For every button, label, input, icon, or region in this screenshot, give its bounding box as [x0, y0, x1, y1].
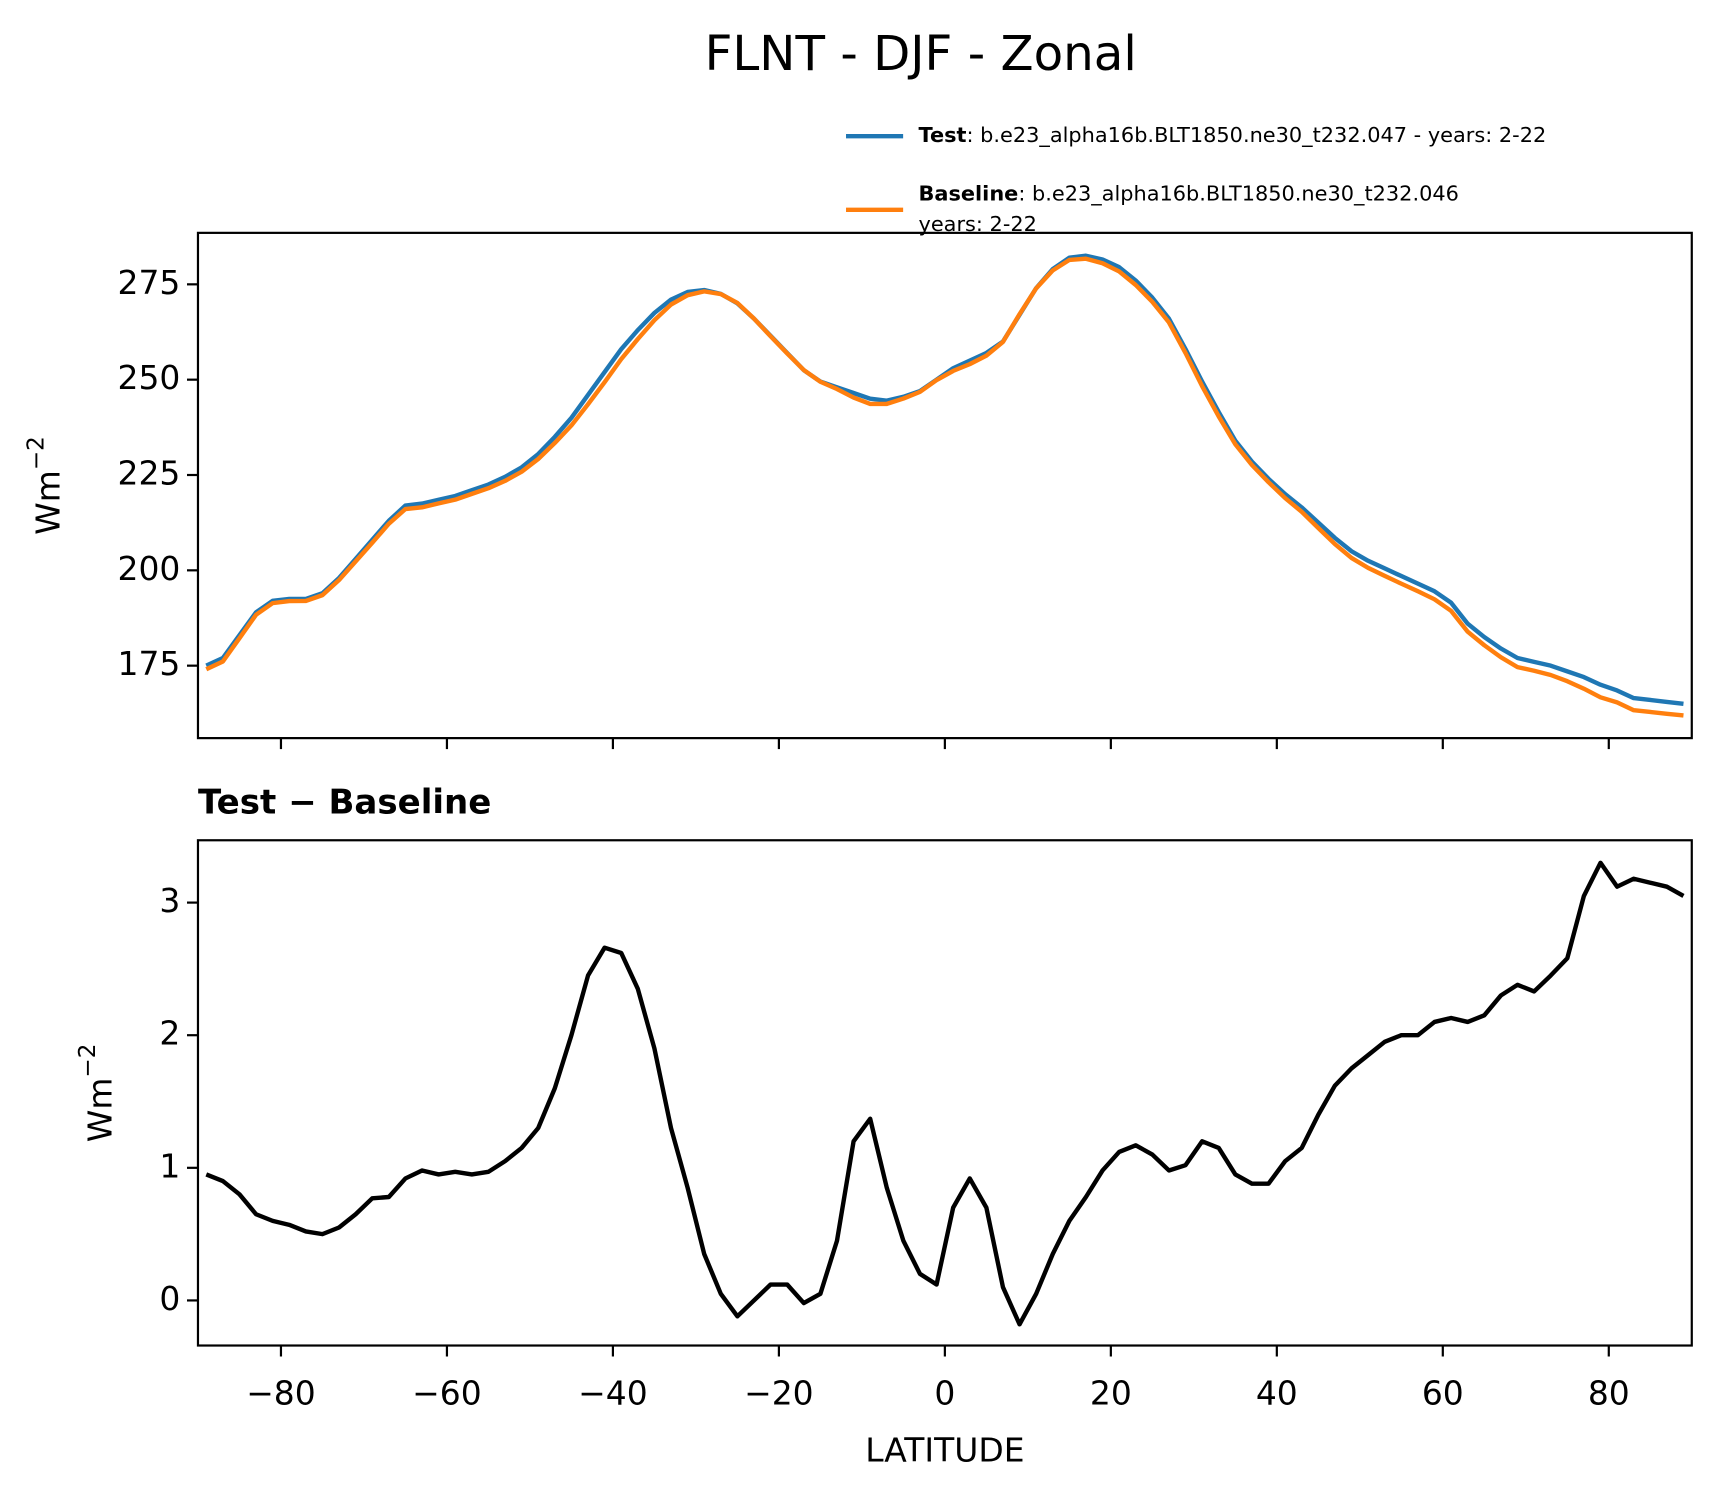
series-line: [205, 256, 1684, 718]
legend-description: years: 2-22: [919, 212, 1037, 236]
legend-label: years: 2-22: [919, 212, 1037, 236]
legend-description: : b.e23_alpha16b.BLT1850.ne30_t232.047 -…: [967, 123, 1547, 148]
legend-description: : b.e23_alpha16b.BLT1850.ne30_t232.046: [1018, 181, 1459, 206]
figure-title: FLNT - DJF - Zonal: [705, 26, 1137, 82]
y-tick-label: 1: [159, 1146, 180, 1185]
y-axis-label: Wm−2: [23, 436, 67, 535]
y-tick-label: 0: [159, 1279, 180, 1318]
y-tick-label: 2: [159, 1014, 180, 1053]
y-tick-label: 225: [118, 453, 181, 492]
x-tick-label: 20: [1090, 1373, 1132, 1412]
axes-frame: [196, 231, 1693, 740]
x-tick-label: 60: [1422, 1373, 1464, 1412]
y-tick-label: 250: [118, 358, 181, 397]
x-tick-label: −60: [412, 1373, 482, 1412]
legend-label: Baseline: b.e23_alpha16b.BLT1850.ne30_t2…: [919, 181, 1459, 206]
x-tick-label: 0: [934, 1373, 955, 1412]
y-tick-label: 275: [118, 263, 181, 302]
y-axis-label-sup: −2: [75, 1044, 101, 1078]
y-tick-label: 175: [118, 644, 181, 683]
x-tick-label: −20: [744, 1373, 814, 1412]
x-tick-label: −80: [246, 1373, 316, 1412]
legend-name: Test: [919, 123, 967, 147]
y-axis-label-base: Wm: [28, 470, 67, 535]
y-tick-label: 3: [159, 881, 180, 920]
x-tick-label: 40: [1256, 1373, 1298, 1412]
y-tick-label: 200: [118, 549, 181, 588]
x-tick-label: −40: [578, 1373, 648, 1412]
y-axis-label-base: Wm: [80, 1078, 119, 1143]
subplot-title: Test − Baseline: [198, 783, 491, 823]
x-axis-label: LATITUDE: [865, 1431, 1024, 1470]
series-line: [205, 860, 1685, 1327]
y-axis-label: Wm−2: [75, 1044, 119, 1143]
axes-frame: [196, 839, 1693, 1347]
y-axis-label-sup: −2: [23, 436, 49, 470]
x-tick-label: 80: [1588, 1373, 1630, 1412]
legend-label: Test: b.e23_alpha16b.BLT1850.ne30_t232.0…: [919, 123, 1547, 148]
legend-name: Baseline: [919, 181, 1019, 205]
